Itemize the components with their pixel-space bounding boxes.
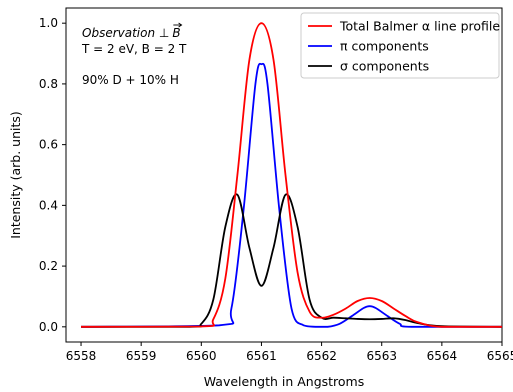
x-tick-label: 6561 (246, 349, 277, 363)
x-tick-label: 6558 (66, 349, 97, 363)
y-tick-label: 0.4 (39, 198, 58, 212)
ticks-layer: 6558 6559 6560 6561 6562 6563 6564 6565 0.0 0.2 0.… (39, 16, 513, 363)
legend: Total Balmer α line profile π components σ… (300, 12, 500, 79)
y-axis-title: Intensity (arb. units) (8, 111, 23, 239)
legend-label-0: Total Balmer α line profile (339, 19, 500, 34)
y-tick-label: 0.8 (39, 77, 58, 91)
annotation-mixture: 90% D + 10% H (82, 73, 179, 87)
y-tick-label: 0.2 (39, 259, 58, 273)
y-tick-label: 1.0 (39, 16, 58, 30)
legend-label-1: π components (340, 39, 429, 54)
annotation-params: T = 2 eV, B = 2 T (81, 42, 187, 56)
series-layer (81, 22, 503, 328)
series-line-2 (81, 193, 503, 328)
annotation-block: Observation ⊥ B T = 2 eV, B = 2 T 90% D +… (81, 22, 187, 87)
series-line-1 (81, 62, 502, 328)
y-tick-label: 0.6 (39, 138, 58, 152)
x-tick-label: 6559 (126, 349, 157, 363)
series-line-0 (81, 22, 502, 328)
x-axis-title: Wavelength in Angstroms (204, 374, 365, 389)
annotation-observation: Observation ⊥ B (82, 26, 181, 40)
y-tick-label: 0.0 (39, 320, 58, 334)
x-tick-label: 6560 (186, 349, 217, 363)
x-tick-label: 6564 (427, 349, 458, 363)
legend-label-2: σ components (340, 59, 429, 74)
vector-arrow-head (178, 22, 183, 28)
x-tick-label: 6562 (306, 349, 337, 363)
legend-box (300, 12, 500, 79)
x-tick-label: 6565 (487, 349, 513, 363)
x-tick-label: 6563 (366, 349, 397, 363)
